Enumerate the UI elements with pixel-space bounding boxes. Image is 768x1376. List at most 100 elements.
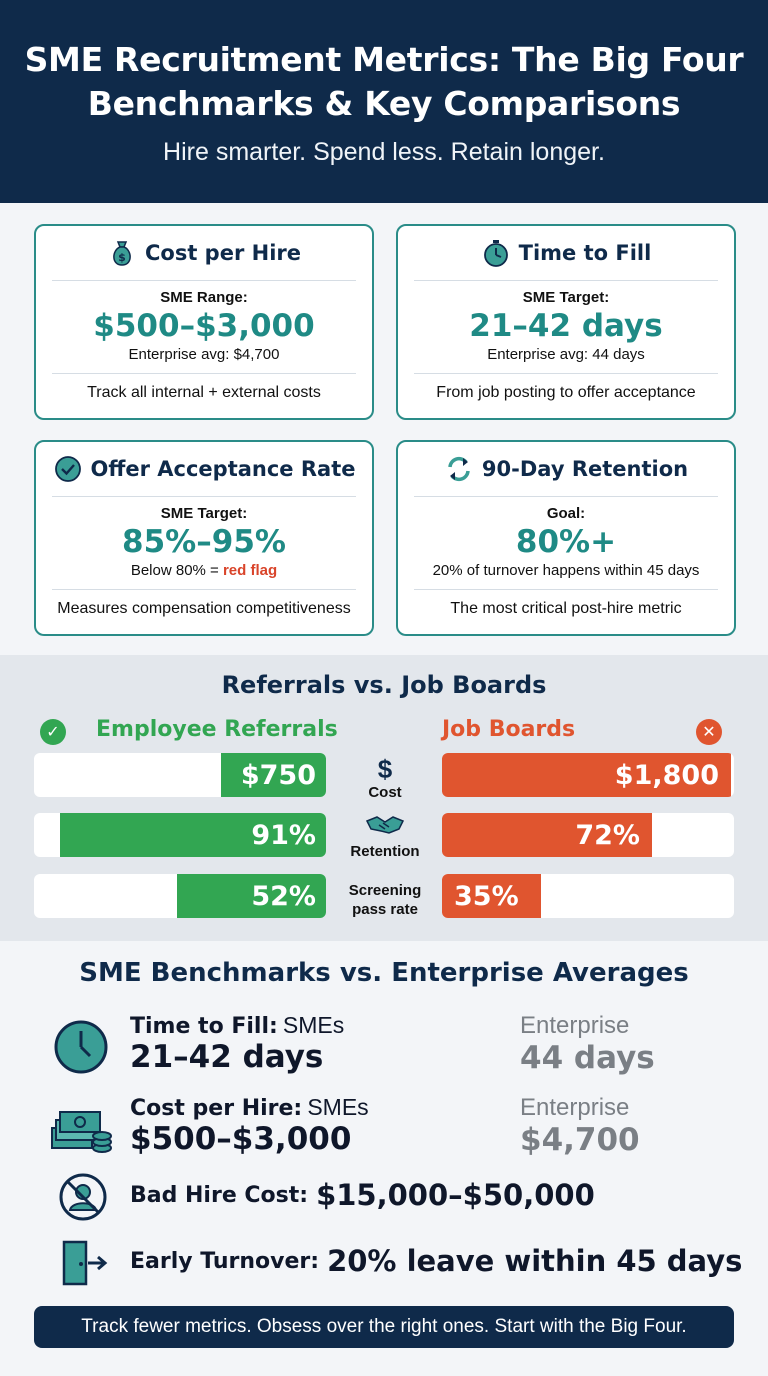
card-offer-acceptance: Offer Acceptance Rate SME Target: 85%–95… bbox=[34, 440, 374, 636]
metric-screening: Screening pass rate bbox=[330, 881, 440, 919]
bar-value: 52% bbox=[251, 880, 316, 912]
card-label: SME Range: bbox=[160, 289, 248, 306]
benchmark-label: Early Turnover: bbox=[130, 1248, 320, 1274]
divider bbox=[52, 280, 356, 281]
card-note: Below 80% = red flag bbox=[36, 562, 372, 579]
metric-label: Cost bbox=[368, 784, 402, 801]
benchmark-label: Time to Fill: bbox=[130, 1014, 278, 1039]
card-title: Offer Acceptance Rate bbox=[90, 457, 356, 481]
enterprise-label: Enterprise bbox=[520, 1012, 630, 1039]
referral-bar-cost: $750 bbox=[221, 753, 326, 797]
check-badge-icon: ✓ bbox=[40, 719, 66, 745]
svg-text:$: $ bbox=[118, 251, 126, 264]
bar-value: 72% bbox=[575, 819, 640, 851]
page-subtitle: Hire smarter. Spend less. Retain longer. bbox=[163, 138, 605, 166]
note-prefix: Below 80% = bbox=[130, 562, 223, 579]
referral-track-screening: 52% bbox=[34, 874, 326, 918]
enterprise-value: 44 days bbox=[520, 1040, 655, 1076]
divider bbox=[52, 589, 356, 590]
card-footer: The most critical post-hire metric bbox=[450, 600, 682, 617]
title-line-1: SME Recruitment Metrics: The Big Four bbox=[24, 40, 744, 79]
job-board-track-cost: $1,800 bbox=[442, 753, 734, 797]
legend-employee-referrals: Employee Referrals bbox=[96, 717, 338, 742]
card-footer: From job posting to offer acceptance bbox=[436, 384, 696, 401]
job-board-track-screening: 35% bbox=[442, 874, 734, 918]
metric-retention: Retention bbox=[330, 813, 440, 861]
red-flag-text: red flag bbox=[222, 562, 278, 579]
benchmark-value: 20% leave within 45 days bbox=[327, 1244, 743, 1278]
enterprise-comparison: Enterprise 44 days bbox=[520, 1012, 655, 1076]
bar-value: 91% bbox=[251, 819, 316, 851]
refresh-icon bbox=[448, 456, 470, 482]
legend-job-boards: Job Boards bbox=[442, 717, 576, 742]
x-badge-icon: ✕ bbox=[696, 719, 722, 745]
bar-value: 35% bbox=[454, 880, 519, 912]
enterprise-label: Enterprise bbox=[520, 1094, 630, 1121]
card-note: Enterprise avg: 44 days bbox=[487, 346, 645, 363]
benchmark-bad-hire: Bad Hire Cost: $15,000–$50,000 bbox=[50, 1168, 730, 1224]
card-cost-per-hire: $ Cost per Hire SME Range: $500–$3,000 E… bbox=[34, 224, 374, 420]
metric-label: Screening pass rate bbox=[348, 882, 422, 918]
card-note: Enterprise avg: $4,700 bbox=[128, 346, 280, 363]
benchmark-value: $15,000–$50,000 bbox=[316, 1178, 595, 1212]
handshake-icon bbox=[365, 816, 405, 834]
job-board-track-retention: 72% bbox=[442, 813, 734, 857]
check-circle-icon bbox=[54, 456, 81, 482]
benchmark-label: Bad Hire Cost: bbox=[130, 1182, 309, 1208]
title-line-2: Benchmarks & Key Comparisons bbox=[87, 84, 681, 123]
referral-bar-retention: 91% bbox=[60, 813, 326, 857]
bar-value: $750 bbox=[240, 759, 316, 791]
clock-icon bbox=[54, 1020, 108, 1074]
divider bbox=[52, 373, 356, 374]
benchmark-time-to-fill: Time to Fill: SMEs 21–42 days Enterprise… bbox=[50, 1012, 730, 1082]
footer-banner: Track fewer metrics. Obsess over the rig… bbox=[34, 1306, 734, 1348]
job-board-bar-cost: $1,800 bbox=[442, 753, 731, 797]
card-value: 85%–95% bbox=[122, 524, 286, 560]
referral-bar-screening: 52% bbox=[177, 874, 326, 918]
card-label: SME Target: bbox=[522, 289, 610, 306]
referral-track-cost: $750 bbox=[34, 753, 326, 797]
enterprise-value: $4,700 bbox=[520, 1122, 640, 1158]
card-title: 90-Day Retention bbox=[481, 457, 689, 481]
sme-label: SMEs bbox=[282, 1012, 345, 1038]
enterprise-comparison: Enterprise $4,700 bbox=[520, 1094, 640, 1158]
job-board-bar-retention: 72% bbox=[442, 813, 652, 857]
divider bbox=[414, 589, 718, 590]
dollar-icon: $ bbox=[377, 754, 393, 784]
stopwatch-icon bbox=[483, 240, 508, 267]
card-value: $500–$3,000 bbox=[93, 308, 315, 344]
divider bbox=[52, 496, 356, 497]
money-bag-icon: $ bbox=[113, 241, 131, 266]
benchmark-label: Cost per Hire: bbox=[130, 1096, 303, 1121]
job-board-bar-screening: 35% bbox=[442, 874, 541, 918]
referral-track-retention: 91% bbox=[34, 813, 326, 857]
card-note: 20% of turnover happens within 45 days bbox=[432, 562, 700, 579]
header-banner: SME Recruitment Metrics: The Big Four Be… bbox=[0, 0, 768, 203]
referrals-vs-job-boards-section: Referrals vs. Job Boards ✓ Employee Refe… bbox=[0, 655, 768, 941]
metric-cost: $ Cost bbox=[330, 755, 440, 802]
sme-label: SMEs bbox=[307, 1094, 369, 1120]
card-title: Time to Fill bbox=[518, 241, 652, 265]
no-person-icon bbox=[59, 1173, 107, 1221]
card-label: SME Target: bbox=[160, 505, 248, 522]
card-value: 21–42 days bbox=[469, 308, 663, 344]
metric-label: Retention bbox=[350, 843, 420, 860]
exit-door-icon bbox=[62, 1240, 108, 1286]
card-title: Cost per Hire bbox=[144, 241, 301, 265]
divider bbox=[414, 373, 718, 374]
bar-value: $1,800 bbox=[614, 759, 719, 791]
card-retention: 90-Day Retention Goal: 80%+ 20% of turno… bbox=[396, 440, 736, 636]
cash-stack-icon bbox=[51, 1111, 112, 1153]
card-footer: Measures compensation competitiveness bbox=[57, 600, 351, 617]
divider bbox=[414, 280, 718, 281]
benchmark-cost-per-hire: Cost per Hire: SMEs $500–$3,000 Enterpri… bbox=[50, 1094, 730, 1164]
card-time-to-fill: Time to Fill SME Target: 21–42 days Ente… bbox=[396, 224, 736, 420]
benchmarks-title: SME Benchmarks vs. Enterprise Averages bbox=[79, 958, 689, 988]
sme-value: $500–$3,000 bbox=[130, 1121, 352, 1157]
page-title: SME Recruitment Metrics: The Big Four Be… bbox=[0, 0, 768, 126]
card-footer: Track all internal + external costs bbox=[87, 384, 321, 401]
card-value: 80%+ bbox=[515, 524, 617, 560]
sme-value: 21–42 days bbox=[130, 1039, 324, 1075]
comparison-title: Referrals vs. Job Boards bbox=[221, 671, 547, 699]
card-label: Goal: bbox=[546, 505, 586, 522]
